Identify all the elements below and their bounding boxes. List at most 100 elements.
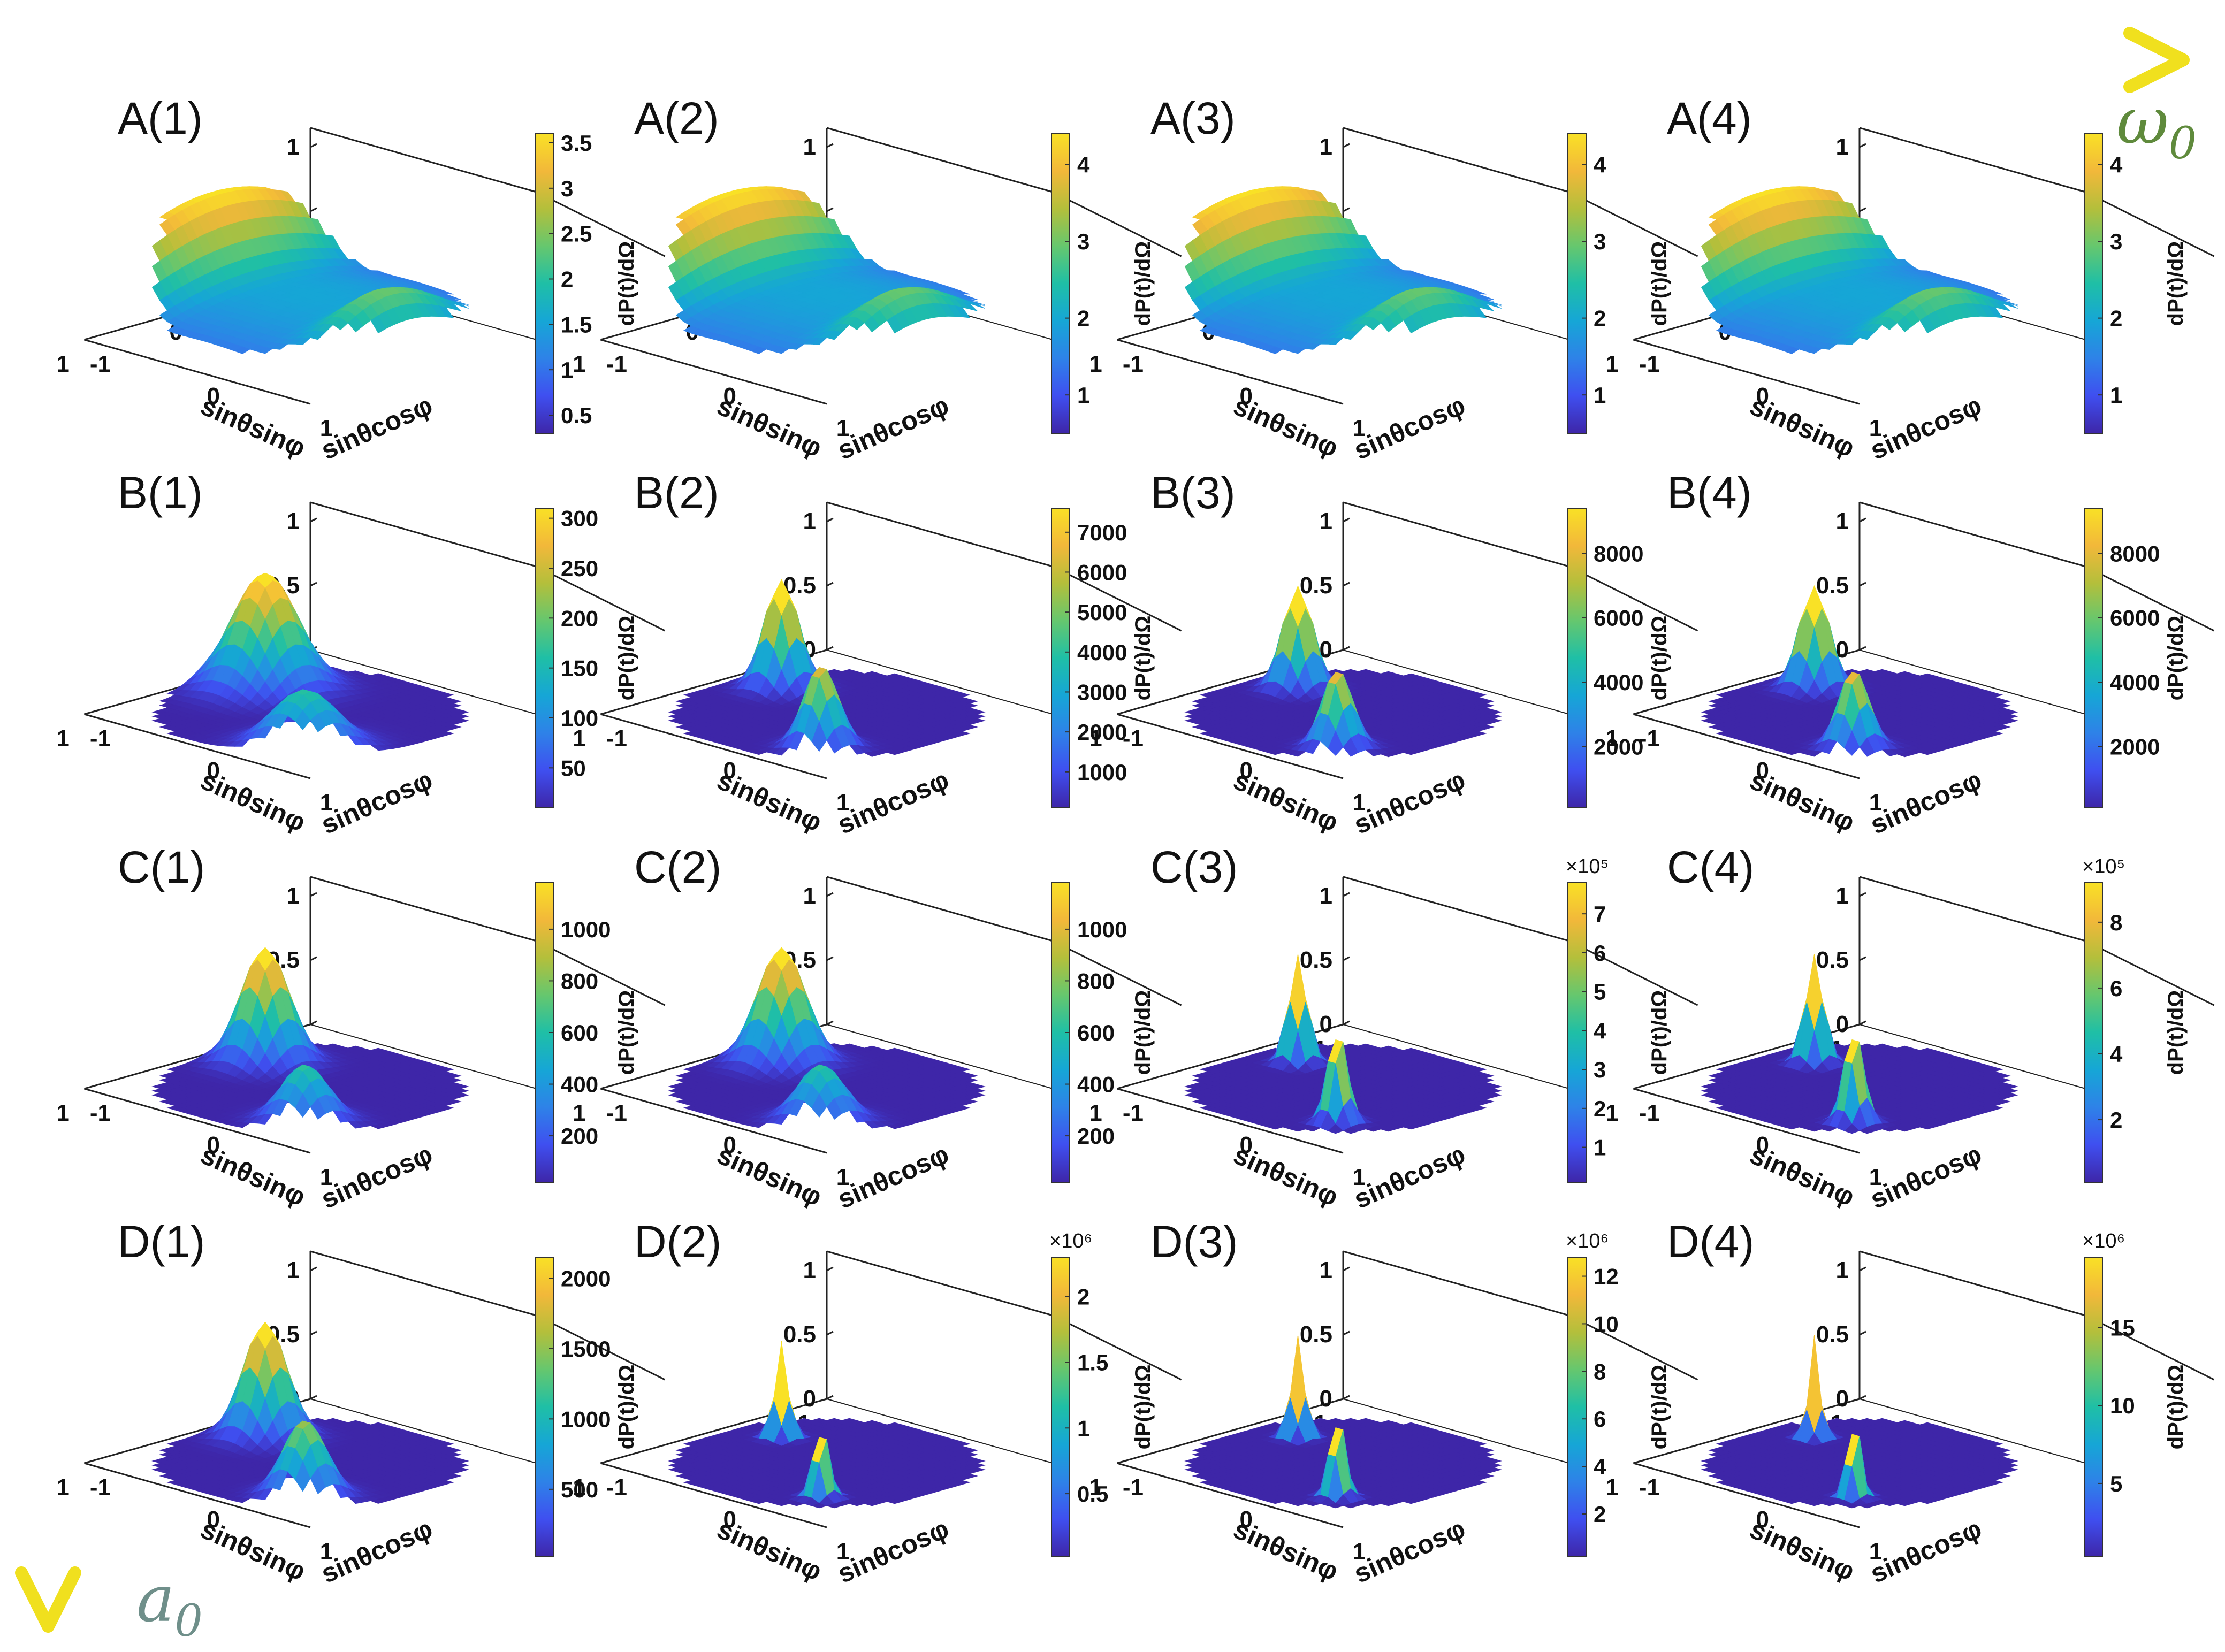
colorbar-tick-label: 3: [561, 176, 573, 201]
y-axis-line: [1633, 339, 1860, 405]
x-tick-label: 1: [1605, 351, 1618, 377]
panel-label: A(3): [1150, 93, 1236, 143]
y-tick-label: 0: [1239, 383, 1252, 409]
colorbar-tick-label: 2: [1594, 306, 1606, 331]
surface-cell: [370, 315, 386, 334]
colorbar-tick-label: 1: [1077, 383, 1089, 408]
colorbar-tick-label: 4: [1077, 152, 1090, 177]
z-tick-label: 0.5: [1816, 572, 1849, 599]
z-tick-label: 1: [1836, 134, 1849, 160]
y-tick-label: 1: [320, 415, 333, 441]
z-tick-label: 1: [1836, 508, 1849, 534]
z-tick: [1343, 517, 1350, 523]
surface: [668, 186, 985, 354]
right-top-edge: [536, 191, 666, 257]
y-tick-label: -1: [1123, 351, 1144, 377]
panel-label: B(1): [118, 468, 203, 518]
z-tick: [310, 582, 317, 587]
y-tick-label: -1: [1639, 725, 1660, 752]
y-axis-line: [84, 339, 311, 405]
panel-label: B(4): [1667, 468, 1752, 518]
surface-cell: [310, 330, 326, 340]
colorbar-tick-label: 4: [2110, 152, 2123, 177]
z-tick: [1859, 143, 1866, 148]
colorbar-tick-label: 250: [561, 556, 598, 581]
right-top-edge: [536, 565, 666, 632]
z-tick-label: 1: [1320, 134, 1332, 160]
surface-cell: [811, 338, 827, 345]
y-axis-label: sinθcosφ: [1350, 390, 1470, 465]
x-tick-label: 1: [1605, 725, 1618, 752]
x-tick-label: 1: [573, 725, 585, 752]
colorbar-ramp: [2084, 133, 2103, 434]
colorbar-tick-label: 1: [561, 357, 573, 383]
colorbar-tick-label: 3: [1077, 229, 1089, 254]
z-tick-label: 1: [287, 134, 300, 160]
colorbar-tick-label: 2.5: [561, 221, 592, 247]
x-axis-label: sinθsinφ: [1229, 391, 1343, 463]
colorbar-tick-label: 3: [1594, 229, 1606, 254]
colorbar-tick-label: 3: [2110, 229, 2122, 254]
y-axis-label: sinθcosφ: [317, 764, 437, 840]
colorbar-tick-label: 4000: [1594, 670, 1643, 695]
x-axis-label: sinθsinφ: [1229, 765, 1343, 837]
colorbar-tick-label: 1000: [1077, 760, 1127, 785]
x-axis-label: sinθsinφ: [713, 391, 826, 463]
colorbar-tick-label: 8000: [1594, 541, 1643, 566]
surface-cell: [773, 347, 790, 354]
surface: [151, 186, 469, 354]
x-axis-label: sinθsinφ: [196, 765, 310, 837]
z-tick: [826, 143, 834, 148]
back-top-edge: [1859, 127, 2086, 193]
x-tick-label: 1: [56, 351, 69, 377]
colorbar-tick-label: 4: [1594, 152, 1606, 177]
back-top-edge: [826, 127, 1053, 193]
y-tick-label: -1: [1123, 725, 1144, 752]
x-tick-label: 1: [573, 351, 585, 377]
y-axis-label: sinθcosφ: [833, 390, 954, 465]
colorbar-tick-label: 2: [2110, 306, 2122, 331]
z-tick: [1343, 646, 1350, 651]
y-axis-label: sinθcosφ: [317, 390, 437, 465]
y-tick-label: 1: [1353, 415, 1366, 441]
z-tick: [1343, 143, 1350, 148]
a0-axis-label: a0: [136, 1562, 203, 1647]
colorbar-tick-label: 2: [561, 267, 573, 292]
panel-label: B(2): [634, 468, 719, 518]
back-top-edge: [1859, 501, 2086, 568]
x-axis-label: sinθsinφ: [196, 391, 310, 463]
y-tick-label: 1: [836, 415, 849, 441]
panel-B2: B(2)00.51-101-101sinθsinφsinθcosφ1000200…: [573, 468, 1182, 840]
colorbar-tick-label: 5000: [1077, 600, 1127, 625]
y-axis-label: sinθcosφ: [1866, 390, 1986, 465]
colorbar-ramp: [1051, 133, 1070, 434]
omega-arrowhead: [2123, 27, 2190, 93]
z-tick: [826, 582, 834, 587]
colorbar-tick-label: 0.5: [561, 403, 592, 428]
colorbar-tick-label: 1: [2110, 383, 2122, 408]
x-tick-label: 1: [1089, 351, 1102, 377]
z-tick: [826, 646, 834, 651]
z-tick-label: 1: [803, 508, 816, 534]
y-tick-label: -1: [1639, 351, 1660, 377]
z-tick: [310, 207, 317, 212]
x-tick-label: 1: [1089, 725, 1102, 752]
z-tick-label: 0.5: [1300, 572, 1332, 599]
back-top-edge: [826, 501, 1053, 568]
surface-cell: [332, 317, 348, 331]
colorbar-tick-label: 6000: [1594, 606, 1643, 631]
right-top-edge: [1568, 191, 1698, 257]
x-axis-label: sinθsinφ: [1746, 765, 1859, 837]
panel-A2: A(2)00.51-101-101sinθsinφsinθcosφ1234dP(…: [573, 93, 1182, 465]
colorbar-ramp: [535, 508, 554, 808]
y-tick-label: -1: [90, 725, 111, 752]
z-tick: [1859, 207, 1866, 212]
x-tick-label: 1: [56, 725, 69, 752]
y-axis-label: sinθcosφ: [1350, 764, 1470, 840]
